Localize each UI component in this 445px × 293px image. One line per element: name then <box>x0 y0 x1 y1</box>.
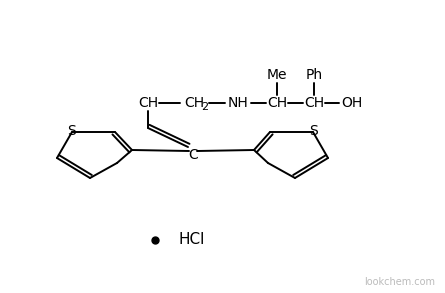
Text: HCl: HCl <box>178 233 204 248</box>
Text: NH: NH <box>228 96 248 110</box>
Text: CH: CH <box>267 96 287 110</box>
Text: CH: CH <box>304 96 324 110</box>
Text: lookchem.com: lookchem.com <box>364 277 435 287</box>
Text: Me: Me <box>267 68 287 82</box>
Text: CH: CH <box>184 96 204 110</box>
Text: C: C <box>188 148 198 162</box>
Text: OH: OH <box>341 96 363 110</box>
Text: S: S <box>68 124 77 138</box>
Text: Ph: Ph <box>305 68 323 82</box>
Text: S: S <box>309 124 317 138</box>
Text: CH: CH <box>138 96 158 110</box>
Text: 2: 2 <box>202 102 209 112</box>
